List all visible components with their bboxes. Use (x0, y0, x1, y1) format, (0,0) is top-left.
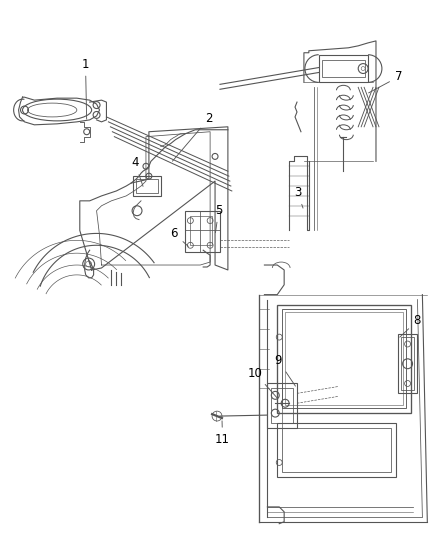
Bar (321, 60, 365, 77)
Text: 2: 2 (173, 112, 213, 161)
Bar (277, 304, 410, 413)
Bar (136, 179, 158, 193)
Bar (401, 337, 414, 390)
Text: 5: 5 (215, 204, 223, 232)
Bar (319, 55, 368, 83)
Bar (271, 389, 293, 423)
Text: 6: 6 (171, 228, 188, 246)
Text: 3: 3 (294, 186, 303, 208)
Text: 4: 4 (131, 156, 143, 187)
Text: 7: 7 (368, 70, 402, 93)
Text: 10: 10 (247, 367, 277, 398)
Text: 9: 9 (274, 354, 296, 386)
Text: 8: 8 (400, 314, 421, 337)
Bar (133, 176, 161, 196)
Bar (267, 384, 297, 428)
Bar (282, 310, 406, 408)
Bar (277, 423, 396, 477)
Bar (285, 312, 403, 405)
Text: 1: 1 (82, 58, 89, 119)
Bar (191, 216, 212, 245)
Bar (185, 211, 220, 252)
Bar (282, 428, 391, 472)
Text: 11: 11 (215, 421, 230, 446)
Bar (398, 334, 417, 393)
